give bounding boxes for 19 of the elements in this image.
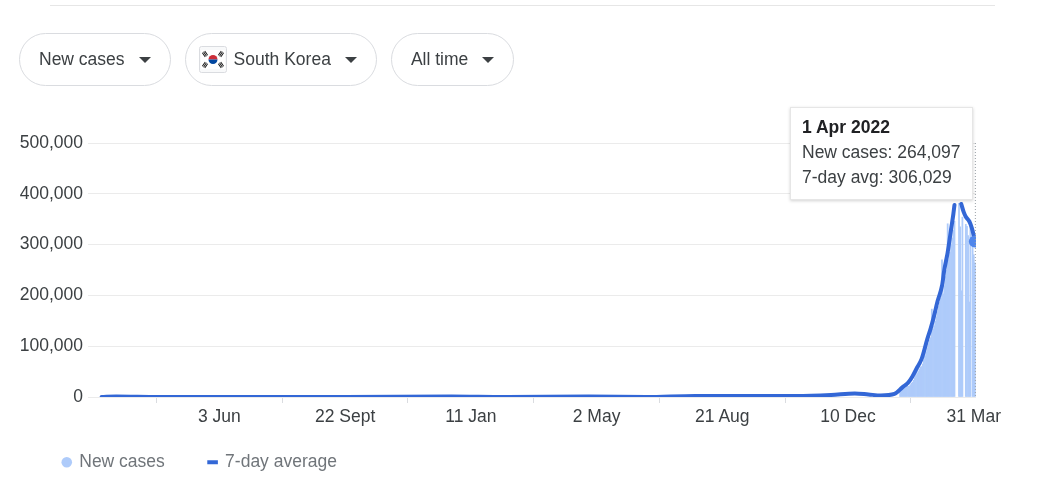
text: New cases — [39, 49, 125, 70]
x-tick-label: 31 Mar — [946, 406, 1002, 427]
annotation: 1 Apr 2022 New cases: 264,097 7-day avg: 306,029 — [802, 116, 961, 189]
y-tick-label: 200,000 — [19, 284, 84, 305]
legend-label: 7-day average — [225, 451, 337, 472]
x-tick-label: 2 May — [572, 406, 621, 427]
x-tick-label: 11 Jan — [445, 406, 497, 427]
y-tick-label: 100,000 — [19, 335, 84, 356]
x-tick-label: 10 Dec — [820, 406, 876, 427]
text: South Korea — [233, 49, 331, 70]
text: All time — [410, 49, 469, 70]
y-tick-label: 400,000 — [19, 182, 84, 203]
y-tick-label: 500,000 — [19, 131, 84, 152]
y-tick-label: 0 — [73, 385, 84, 406]
y-tick-label: 300,000 — [19, 233, 84, 254]
legend-label: New cases — [79, 451, 166, 472]
x-tick-label: 21 Aug — [695, 406, 750, 427]
x-tick-label: 3 Jun — [197, 406, 241, 427]
x-tick-label: 22 Sept — [314, 406, 376, 427]
